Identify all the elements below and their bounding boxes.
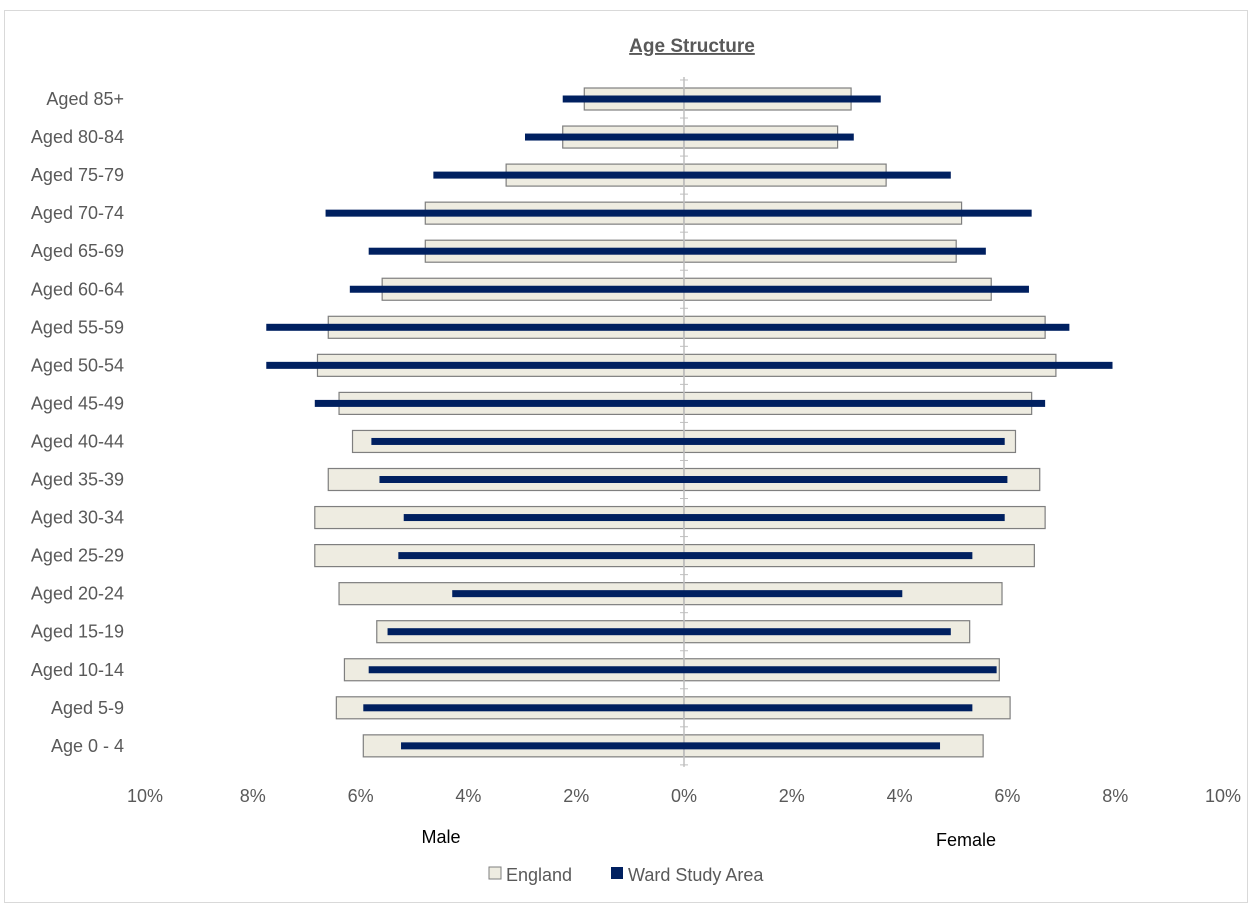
category-labels: Aged 85+ Aged 80-84 Aged 75-79 Aged 70-74 Ag…	[31, 89, 124, 756]
bar-ward-female	[684, 209, 1032, 217]
bar-ward-male	[368, 247, 684, 255]
ward-bars	[266, 95, 1113, 750]
category-label: Aged 15-19	[31, 622, 124, 642]
female-label: Female	[936, 830, 996, 850]
category-label: Aged 65-69	[31, 241, 124, 261]
bar-ward-female	[684, 247, 986, 255]
category-label: Age 0 - 4	[51, 736, 124, 756]
category-label: Aged 80-84	[31, 127, 124, 147]
category-label: Aged 30-34	[31, 508, 124, 528]
bar-ward-male	[387, 628, 684, 636]
bar-ward-male	[433, 171, 684, 179]
bar-ward-male	[401, 742, 684, 750]
legend-swatch-ward	[611, 867, 623, 879]
category-label: Aged 10-14	[31, 660, 124, 680]
bar-ward-male	[368, 666, 684, 674]
bar-ward-female	[684, 742, 941, 750]
x-tick-label: 8%	[240, 786, 266, 806]
center-axis	[680, 76, 688, 767]
bar-ward-female	[684, 323, 1070, 331]
bar-ward-male	[452, 590, 684, 598]
bar-ward-male	[349, 285, 684, 293]
chart-title: Age Structure	[629, 36, 755, 57]
category-label: Aged 85+	[46, 89, 124, 109]
x-tick-label: 6%	[994, 786, 1020, 806]
bar-ward-female	[684, 133, 854, 141]
legend-swatch-england	[488, 866, 502, 880]
category-label: Aged 5-9	[51, 698, 124, 718]
x-tick-label: 10%	[1205, 786, 1241, 806]
bar-ward-female	[684, 666, 997, 674]
x-tick-label: 4%	[887, 786, 913, 806]
bar-ward-male	[314, 399, 684, 407]
category-label: Aged 35-39	[31, 470, 124, 490]
bar-ward-male	[398, 552, 684, 560]
bar-ward-male	[266, 361, 684, 369]
x-tick-label: 6%	[348, 786, 374, 806]
x-tick-label: 10%	[127, 786, 163, 806]
x-tick-labels: 10% 8% 6% 4% 2% 0% 2% 4% 6% 8% 10%	[127, 786, 1241, 806]
bar-ward-female	[684, 552, 973, 560]
category-label: Aged 50-54	[31, 355, 124, 375]
legend-label-england: England	[506, 865, 572, 885]
bar-ward-female	[684, 399, 1046, 407]
x-tick-label: 4%	[455, 786, 481, 806]
x-tick-label: 2%	[563, 786, 589, 806]
category-label: Aged 25-29	[31, 546, 124, 566]
bar-ward-male	[266, 323, 684, 331]
bar-ward-male	[363, 704, 684, 712]
x-tick-label: 8%	[1102, 786, 1128, 806]
bar-ward-female	[684, 285, 1029, 293]
bar-ward-female	[684, 171, 951, 179]
legend: England Ward Study Area	[488, 865, 764, 885]
bar-ward-female	[684, 437, 1005, 445]
bar-ward-male	[403, 514, 684, 522]
x-tick-label: 2%	[779, 786, 805, 806]
category-label: Aged 20-24	[31, 584, 124, 604]
england-bars	[314, 87, 1057, 758]
category-label: Aged 60-64	[31, 279, 124, 299]
category-label: Aged 55-59	[31, 317, 124, 337]
bar-ward-male	[379, 476, 684, 483]
legend-label-ward: Ward Study Area	[628, 865, 764, 885]
bar-ward-female	[684, 514, 1005, 522]
category-label: Aged 40-44	[31, 431, 124, 451]
category-label: Aged 70-74	[31, 203, 124, 223]
bar-ward-female	[684, 590, 903, 598]
bar-ward-male	[325, 209, 684, 217]
bar-ward-female	[684, 628, 951, 636]
bar-ward-female	[684, 361, 1113, 369]
bar-ward-male	[524, 133, 684, 141]
bar-ward-male	[371, 437, 684, 445]
male-label: Male	[421, 827, 460, 847]
bar-ward-female	[684, 704, 973, 712]
bar-ward-female	[684, 95, 881, 103]
category-label: Aged 75-79	[31, 165, 124, 185]
bar-ward-male	[562, 95, 684, 103]
x-tick-label: 0%	[671, 786, 697, 806]
category-label: Aged 45-49	[31, 393, 124, 413]
bar-ward-female	[684, 476, 1008, 483]
